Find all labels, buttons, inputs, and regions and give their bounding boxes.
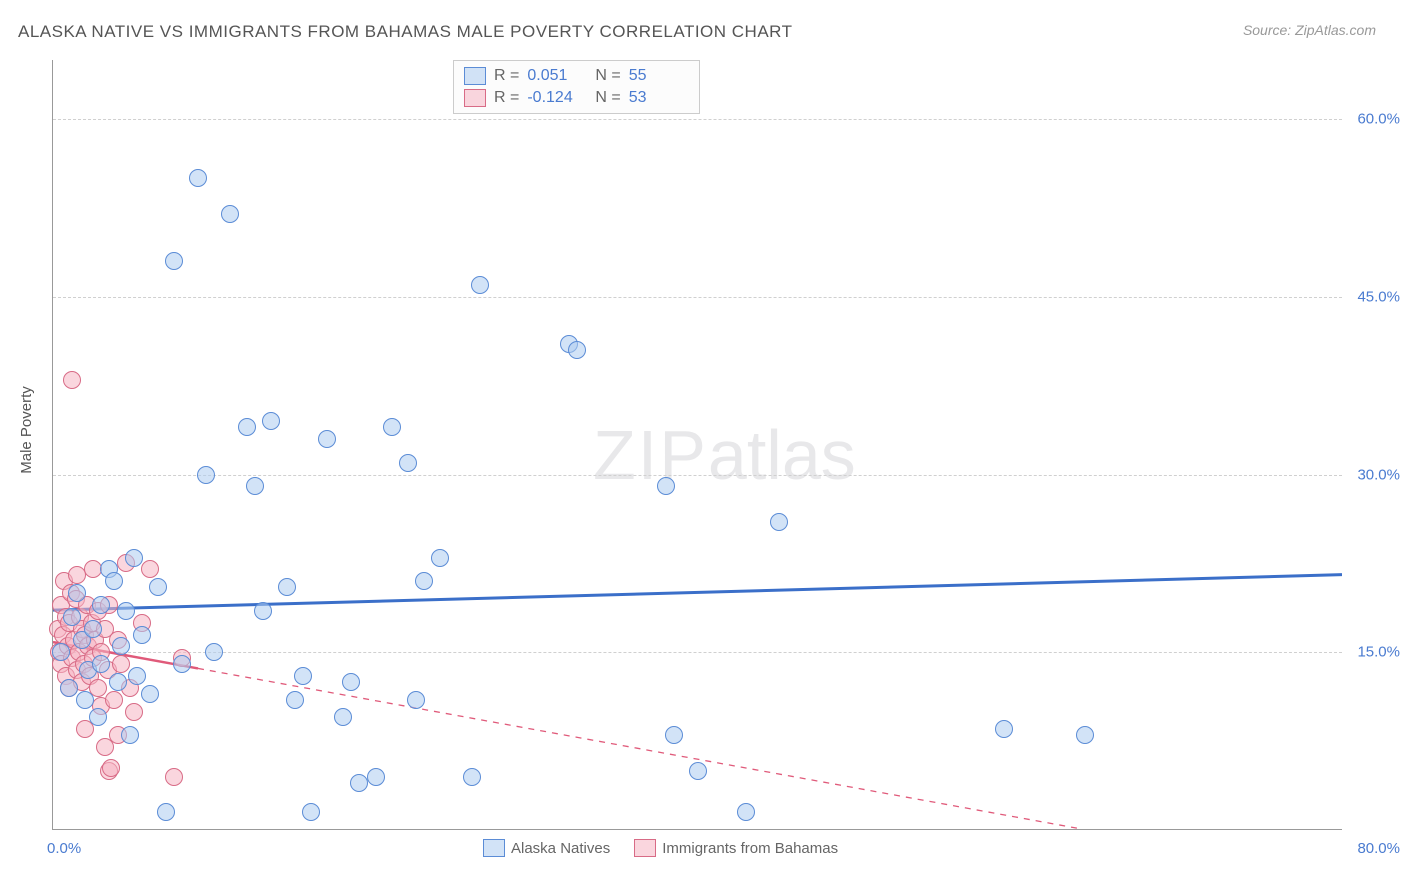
data-point-alaska: [318, 430, 336, 448]
data-point-alaska: [737, 803, 755, 821]
gridline: [53, 475, 1342, 476]
swatch-alaska-icon: [483, 839, 505, 857]
data-point-alaska: [165, 252, 183, 270]
gridline: [53, 119, 1342, 120]
data-point-alaska: [197, 466, 215, 484]
data-point-alaska: [431, 549, 449, 567]
data-point-alaska: [407, 691, 425, 709]
data-point-alaska: [246, 477, 264, 495]
data-point-alaska: [149, 578, 167, 596]
data-point-alaska: [415, 572, 433, 590]
data-point-alaska: [125, 549, 143, 567]
plot-area: ZIPatlas 15.0%30.0%45.0%60.0% 0.0%80.0% …: [52, 60, 1342, 830]
data-point-alaska: [665, 726, 683, 744]
data-point-alaska: [1076, 726, 1094, 744]
legend-label-bahamas: Immigrants from Bahamas: [662, 840, 838, 857]
data-point-alaska: [121, 726, 139, 744]
legend-row-alaska: R = 0.051 N = 55: [464, 65, 689, 87]
correlation-legend: R = 0.051 N = 55 R = -0.124 N = 53: [453, 60, 700, 114]
data-point-alaska: [383, 418, 401, 436]
y-tick-label: 45.0%: [1357, 288, 1400, 305]
data-point-bahamas: [112, 655, 130, 673]
data-point-alaska: [89, 708, 107, 726]
data-point-alaska: [367, 768, 385, 786]
data-point-bahamas: [105, 691, 123, 709]
data-point-alaska: [657, 477, 675, 495]
data-point-alaska: [689, 762, 707, 780]
y-tick-label: 30.0%: [1357, 466, 1400, 483]
data-point-alaska: [189, 169, 207, 187]
y-tick-label: 60.0%: [1357, 111, 1400, 128]
data-point-alaska: [278, 578, 296, 596]
legend-item-alaska: Alaska Natives: [483, 839, 610, 857]
data-point-alaska: [68, 584, 86, 602]
x-tick-label: 80.0%: [1357, 840, 1400, 857]
data-point-alaska: [568, 341, 586, 359]
data-point-bahamas: [63, 371, 81, 389]
swatch-alaska: [464, 67, 486, 85]
gridline: [53, 652, 1342, 653]
data-point-alaska: [92, 655, 110, 673]
data-point-alaska: [128, 667, 146, 685]
data-point-bahamas: [102, 759, 120, 777]
data-point-alaska: [342, 673, 360, 691]
data-point-alaska: [105, 572, 123, 590]
data-point-alaska: [254, 602, 272, 620]
chart-title: ALASKA NATIVE VS IMMIGRANTS FROM BAHAMAS…: [18, 22, 793, 42]
gridline: [53, 297, 1342, 298]
legend-row-bahamas: R = -0.124 N = 53: [464, 87, 689, 109]
data-point-bahamas: [141, 560, 159, 578]
x-tick-label: 0.0%: [47, 840, 81, 857]
data-point-alaska: [399, 454, 417, 472]
data-point-alaska: [471, 276, 489, 294]
data-point-alaska: [63, 608, 81, 626]
data-point-alaska: [302, 803, 320, 821]
data-point-alaska: [157, 803, 175, 821]
data-point-alaska: [60, 679, 78, 697]
data-point-alaska: [770, 513, 788, 531]
source-attribution: Source: ZipAtlas.com: [1243, 22, 1376, 38]
data-point-alaska: [463, 768, 481, 786]
series-legend: Alaska Natives Immigrants from Bahamas: [483, 839, 838, 857]
data-point-alaska: [112, 637, 130, 655]
data-point-alaska: [262, 412, 280, 430]
data-point-alaska: [205, 643, 223, 661]
data-point-alaska: [995, 720, 1013, 738]
data-point-bahamas: [125, 703, 143, 721]
data-point-alaska: [286, 691, 304, 709]
data-point-alaska: [84, 620, 102, 638]
data-point-bahamas: [165, 768, 183, 786]
data-point-alaska: [76, 691, 94, 709]
data-point-alaska: [173, 655, 191, 673]
data-point-alaska: [133, 626, 151, 644]
data-point-alaska: [141, 685, 159, 703]
legend-label-alaska: Alaska Natives: [511, 840, 610, 857]
data-point-alaska: [294, 667, 312, 685]
legend-item-bahamas: Immigrants from Bahamas: [634, 839, 838, 857]
data-point-alaska: [334, 708, 352, 726]
y-axis-title: Male Poverty: [18, 386, 35, 474]
data-point-alaska: [238, 418, 256, 436]
swatch-bahamas-icon: [634, 839, 656, 857]
y-tick-label: 15.0%: [1357, 644, 1400, 661]
swatch-bahamas: [464, 89, 486, 107]
watermark: ZIPatlas: [593, 415, 856, 495]
data-point-alaska: [92, 596, 110, 614]
data-point-alaska: [221, 205, 239, 223]
data-point-alaska: [109, 673, 127, 691]
data-point-alaska: [52, 643, 70, 661]
data-point-alaska: [117, 602, 135, 620]
